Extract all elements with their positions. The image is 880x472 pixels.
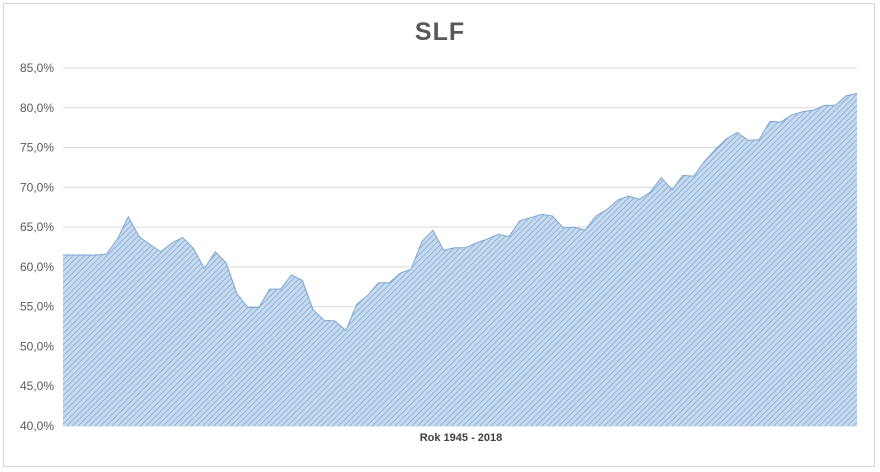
y-tick-label: 75,0% (20, 141, 54, 155)
y-tick-label: 50,0% (20, 339, 54, 353)
y-tick-label: 70,0% (20, 180, 54, 194)
y-tick-label: 60,0% (20, 260, 54, 274)
y-tick-label: 80,0% (20, 101, 54, 115)
x-axis-label: Rok 1945 - 2018 (420, 432, 503, 444)
series-group (63, 92, 858, 427)
y-tick-label: 55,0% (20, 300, 54, 314)
y-tick-label: 85,0% (20, 61, 54, 75)
y-axis-ticks: 40,0% 45,0% 50,0% 55,0% 60,0% 65,0% 70,0% 75,0%… (20, 61, 54, 433)
y-tick-label: 45,0% (20, 379, 54, 393)
y-tick-label: 40,0% (20, 419, 54, 433)
y-tick-label: 65,0% (20, 220, 54, 234)
chart-title: SLF (414, 18, 466, 46)
series-area (63, 93, 857, 427)
series-line (63, 92, 858, 332)
